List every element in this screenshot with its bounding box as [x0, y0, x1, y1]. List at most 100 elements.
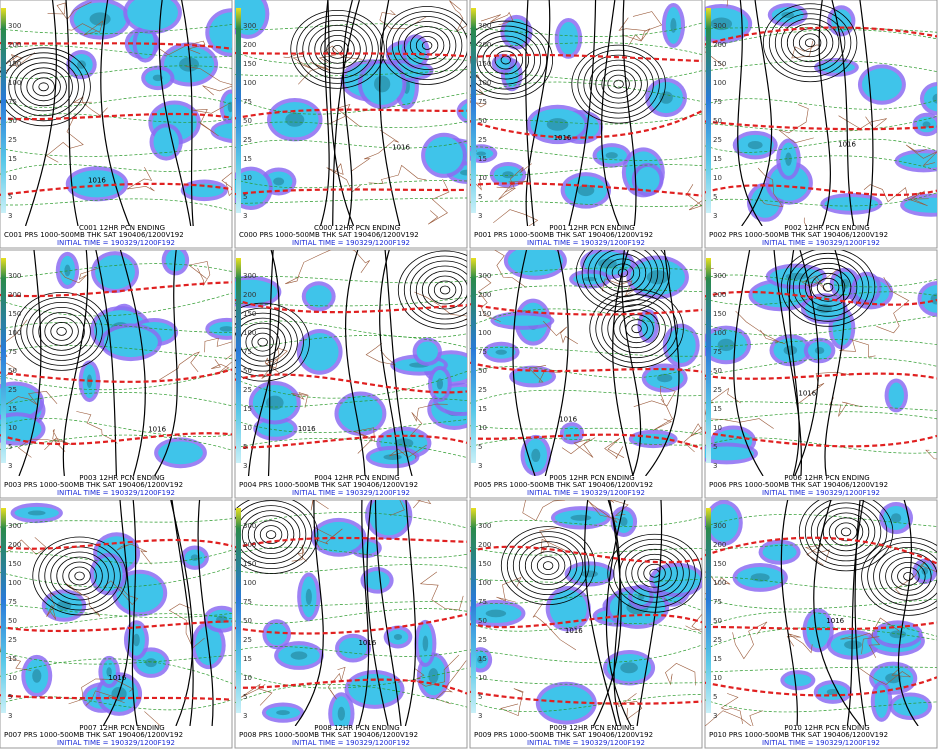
border-line: [778, 104, 814, 144]
map-area: 1016: [235, 250, 467, 476]
precip-mid: [158, 441, 203, 465]
panel-line1: P004 PRS 1000-500MB THK SAT 190406/1200V…: [239, 481, 418, 489]
border-line: [735, 310, 786, 345]
thickness-line: [705, 611, 937, 637]
scale-label: 200: [243, 541, 256, 549]
pressure-contour: [846, 500, 865, 726]
border-line: [326, 103, 361, 128]
thickness-line: [470, 81, 702, 102]
scale-label: 50: [8, 617, 17, 625]
precip-mid: [904, 197, 937, 213]
pressure-contour: [810, 502, 882, 562]
pressure-contour: [512, 536, 584, 596]
color-bar: [706, 258, 711, 463]
border-line: [543, 320, 579, 345]
scale-label: 3: [713, 212, 717, 220]
precip-core: [710, 17, 733, 31]
pressure-contour: [786, 23, 834, 63]
color-bar: [236, 508, 241, 713]
scale-label: 15: [243, 405, 252, 413]
scale-label: 10: [478, 424, 487, 432]
thickness-line: [0, 65, 232, 79]
border-line: [804, 544, 830, 566]
precip-mid: [923, 85, 937, 112]
thickness-line: [0, 113, 232, 125]
panel-line1: P002 PRS 1000-500MB THK SAT 190406/1200V…: [709, 231, 888, 239]
border-line: [265, 347, 288, 369]
pressure-contour: [613, 538, 696, 608]
pressure-contour: [601, 69, 636, 99]
color-bar: [1, 258, 6, 463]
panel-line1: P009 PRS 1000-500MB THK SAT 190406/1200V…: [474, 731, 653, 739]
contour-label: 1016: [358, 639, 376, 647]
scale-label: 50: [8, 367, 17, 375]
scale-label: 300: [478, 272, 491, 280]
pressure-contour: [0, 47, 91, 127]
thickness-line: [470, 676, 702, 685]
thickness-line: [705, 29, 937, 49]
map-panel: 1016 300 200 150 100 75 50 25 15 10 5 3 P008 12HR PC…: [234, 499, 468, 749]
precip-mid: [893, 696, 928, 717]
pressure-contour: [197, 500, 214, 726]
panel-header: C000 12HR PCN ENDING: [314, 224, 400, 232]
precip-core: [659, 91, 673, 104]
precip-core: [783, 345, 798, 356]
thickness-540: [470, 690, 702, 705]
border-line: [327, 666, 346, 700]
scale-label: 300: [243, 522, 256, 530]
panel-header: P008 12HR PCN ENDING: [314, 724, 399, 732]
pressure-contour: [235, 312, 298, 372]
border-line: [4, 537, 47, 555]
pressure-contour: [384, 250, 413, 476]
border-line: [409, 403, 448, 437]
pressure-contour: [636, 500, 663, 726]
thickness-540: [470, 545, 702, 564]
panel-line2: INITIAL TIME = 190329/1200F192: [57, 739, 175, 747]
precip-core: [502, 171, 514, 179]
border-line: [389, 444, 427, 459]
thickness-540: [235, 613, 467, 635]
precip-mid: [369, 500, 409, 536]
pressure-contour: [131, 500, 138, 726]
precip-core: [670, 18, 677, 33]
scale-label: 3: [8, 712, 12, 720]
panel-header: P004 12HR PCN ENDING: [314, 474, 399, 482]
precip-mid: [558, 22, 579, 55]
scale-label: 25: [8, 386, 17, 394]
panel-line2: INITIAL TIME = 190329/1200F192: [762, 489, 880, 497]
scale-label: 15: [478, 655, 487, 663]
precip-core: [581, 570, 598, 578]
thickness-line: [705, 315, 937, 336]
precip-mid: [460, 103, 467, 120]
thickness-540: [0, 41, 232, 50]
thickness-line: [705, 514, 937, 527]
precip-mid: [348, 674, 401, 705]
thickness-line: [235, 139, 467, 149]
thickness-line: [705, 598, 937, 610]
scale-label: 150: [478, 560, 491, 568]
pressure-contour: [100, 0, 131, 226]
thickness-540: [235, 434, 467, 449]
map-area: 1016: [235, 0, 467, 226]
precip-core: [422, 635, 429, 652]
map-area: 1016: [470, 0, 702, 226]
panel-line2: INITIAL TIME = 190329/1200F192: [292, 239, 410, 247]
pressure-contour: [512, 250, 536, 476]
pressure-contour: [326, 39, 349, 59]
border-line: [59, 267, 101, 284]
scale-label: 3: [8, 462, 12, 470]
pressure-contour: [95, 250, 118, 476]
scale-label: 150: [478, 310, 491, 318]
scale-label: 3: [713, 462, 717, 470]
panel-line2: INITIAL TIME = 190329/1200F192: [292, 489, 410, 497]
thickness-line: [0, 392, 232, 407]
pressure-contour: [643, 563, 666, 583]
pressure-contour: [885, 556, 932, 596]
precip-mid: [405, 38, 426, 65]
pressure-contour: [834, 522, 858, 542]
border-line: [159, 351, 201, 381]
pressure-contour: [612, 250, 634, 476]
precip-mid: [769, 165, 809, 201]
precip-core: [657, 373, 673, 383]
thickness-line: [235, 667, 467, 689]
